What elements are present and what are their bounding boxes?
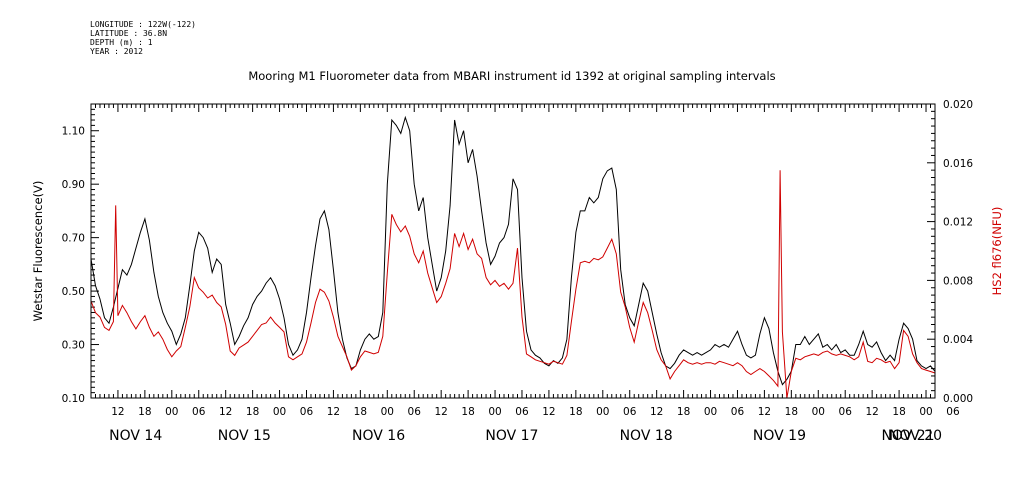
depth-label: DEPTH (m) : 1 bbox=[90, 38, 153, 47]
hour-tick-label: 06 bbox=[623, 406, 637, 418]
y-tick-label: 0.30 bbox=[62, 340, 85, 352]
hour-tick-label: 00 bbox=[919, 406, 932, 418]
hour-tick-label: 18 bbox=[354, 406, 367, 418]
y-tick-label: 0.70 bbox=[62, 233, 85, 245]
hour-tick-label: 06 bbox=[946, 406, 960, 418]
day-label: NOV 15 bbox=[218, 428, 271, 444]
day-label: NOV 21 bbox=[881, 428, 934, 444]
hour-tick-label: 12 bbox=[219, 406, 232, 418]
hour-tick-label: 06 bbox=[300, 406, 314, 418]
year-label: YEAR : 2012 bbox=[90, 47, 143, 56]
y2-tick-label: 0.004 bbox=[943, 334, 973, 346]
hour-tick-label: 18 bbox=[785, 406, 798, 418]
chart-title: Mooring M1 Fluorometer data from MBARI i… bbox=[248, 69, 775, 83]
hour-tick-label: 18 bbox=[677, 406, 690, 418]
y-tick-label: 0.50 bbox=[62, 286, 85, 298]
y-tick-label: 1.10 bbox=[62, 126, 85, 138]
series-line-left-axis bbox=[90, 115, 936, 386]
hour-tick-label: 18 bbox=[892, 406, 905, 418]
y-tick-label: 0.10 bbox=[62, 393, 85, 405]
hour-tick-label: 00 bbox=[596, 406, 609, 418]
hour-tick-label: 12 bbox=[434, 406, 447, 418]
metadata-block: LONGITUDE : 122W(-122) LATITUDE : 36.8N … bbox=[90, 20, 196, 56]
day-label: NOV 18 bbox=[620, 428, 673, 444]
hour-tick-label: 00 bbox=[165, 406, 178, 418]
hour-tick-label: 06 bbox=[839, 406, 853, 418]
axis-ticks bbox=[90, 103, 936, 399]
y2-axis-label: HS2 fl676(NFU) bbox=[990, 207, 1004, 296]
hour-tick-label: 00 bbox=[812, 406, 825, 418]
hour-tick-label: 18 bbox=[138, 406, 151, 418]
y2-tick-label: 0.000 bbox=[943, 393, 973, 405]
y2-tick-label: 0.020 bbox=[943, 99, 973, 111]
data-series bbox=[90, 115, 936, 399]
hour-tick-label: 00 bbox=[273, 406, 286, 418]
y-tick-label: 0.90 bbox=[62, 179, 85, 191]
y2-tick-label: 0.008 bbox=[943, 275, 973, 287]
hour-tick-label: 00 bbox=[381, 406, 394, 418]
hour-tick-label: 06 bbox=[515, 406, 529, 418]
hour-tick-label: 18 bbox=[461, 406, 474, 418]
hour-tick-label: 00 bbox=[488, 406, 501, 418]
hour-tick-label: 12 bbox=[542, 406, 555, 418]
day-label: NOV 14 bbox=[109, 428, 162, 444]
day-label: NOV 20 bbox=[889, 428, 942, 444]
plot-frame bbox=[90, 103, 936, 399]
hour-tick-label: 18 bbox=[569, 406, 582, 418]
hour-tick-label: 18 bbox=[246, 406, 259, 418]
hour-tick-label: 00 bbox=[704, 406, 717, 418]
series-line-right-axis bbox=[90, 170, 936, 399]
day-label: NOV 19 bbox=[753, 428, 806, 444]
longitude-label: LONGITUDE : 122W(-122) bbox=[90, 20, 196, 29]
hour-tick-label: 06 bbox=[408, 406, 422, 418]
hour-tick-label: 12 bbox=[111, 406, 124, 418]
hour-tick-label: 12 bbox=[650, 406, 663, 418]
hour-tick-label: 06 bbox=[192, 406, 206, 418]
hour-tick-label: 06 bbox=[731, 406, 745, 418]
y2-tick-label: 0.012 bbox=[943, 217, 973, 229]
hour-tick-label: 12 bbox=[758, 406, 771, 418]
y2-tick-label: 0.016 bbox=[943, 158, 973, 170]
hour-tick-label: 12 bbox=[865, 406, 878, 418]
y-axis-label: Wetstar Fluorescence(V) bbox=[31, 181, 45, 322]
day-label: NOV 17 bbox=[485, 428, 538, 444]
hour-tick-label: 12 bbox=[327, 406, 340, 418]
day-label: NOV 16 bbox=[352, 428, 405, 444]
latitude-label: LATITUDE : 36.8N bbox=[90, 29, 168, 38]
tick-labels: 0.10 0.30 0.50 0.70 0.90 1.10 0.000 0.004 0.008 0… bbox=[62, 99, 974, 444]
